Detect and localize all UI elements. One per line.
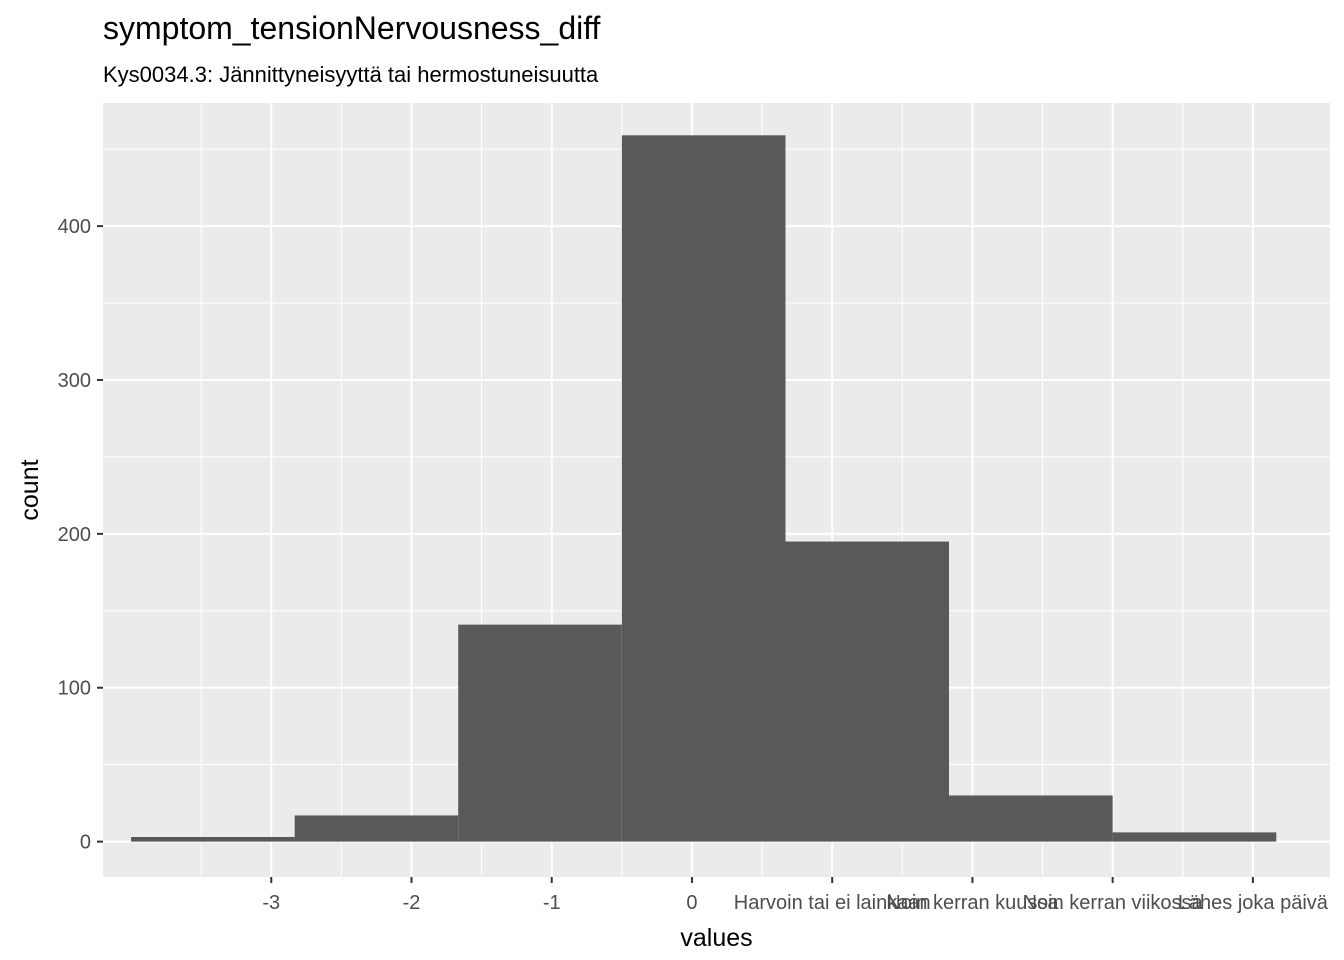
y-axis-title: count <box>16 459 44 520</box>
x-axis-title: values <box>680 924 752 952</box>
histogram-bar <box>621 135 786 842</box>
y-tick-label: 0 <box>80 832 91 854</box>
chart-title: symptom_tensionNervousness_diff <box>103 10 601 46</box>
y-tick-label: 200 <box>58 524 91 546</box>
histogram-bar <box>1112 832 1277 842</box>
x-tick-label: -1 <box>543 892 561 914</box>
histogram-bar <box>458 624 622 842</box>
y-axis: 0 100 200 300 400 <box>58 216 103 854</box>
y-tick-label: 100 <box>58 678 91 700</box>
x-tick-label: Noin kerran viikossa <box>1023 892 1204 914</box>
chart-subtitle: Kys0034.3: Jännittyneisyyttä tai hermost… <box>103 62 599 87</box>
x-tick-label: Noin kerran kuussa <box>886 892 1059 914</box>
x-tick-label: -3 <box>262 892 280 914</box>
histogram-bar <box>131 836 295 842</box>
x-tick-label: Harvoin tai ei lainkaan <box>734 892 931 914</box>
histogram-bar <box>948 795 1113 842</box>
x-tick-label: -2 <box>403 892 421 914</box>
histogram-bars <box>131 135 1277 842</box>
y-tick-label: 400 <box>58 216 91 238</box>
y-tick-label: 300 <box>58 370 91 392</box>
x-tick-label: 0 <box>686 892 697 914</box>
histogram-bar <box>785 541 949 842</box>
histogram-bar <box>294 815 459 842</box>
x-tick-label: Lähes joka päivä <box>1178 892 1329 914</box>
